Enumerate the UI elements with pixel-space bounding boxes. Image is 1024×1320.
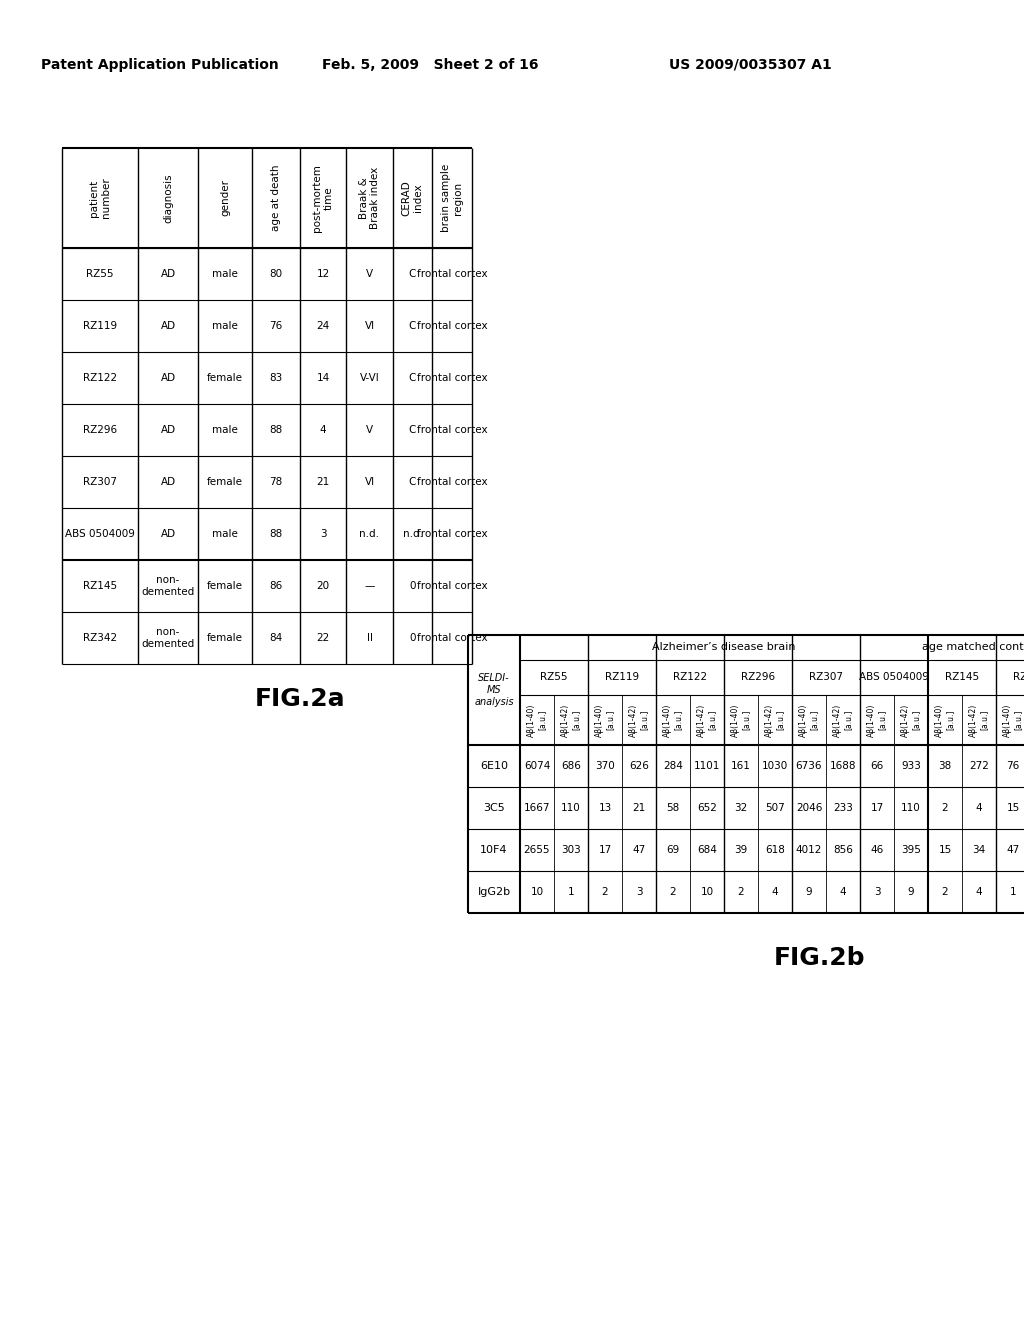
Text: Aβ(1-40)
[a.u.]: Aβ(1-40) [a.u.] <box>731 704 751 737</box>
Text: brain sample
region: brain sample region <box>441 164 463 232</box>
Text: 86: 86 <box>269 581 283 591</box>
Text: 10: 10 <box>530 887 544 898</box>
Text: 39: 39 <box>734 845 748 855</box>
Text: 14: 14 <box>316 374 330 383</box>
Text: male: male <box>212 529 238 539</box>
Text: 88: 88 <box>269 425 283 436</box>
Text: 2: 2 <box>942 803 948 813</box>
Text: 15: 15 <box>938 845 951 855</box>
Text: gender: gender <box>220 180 230 216</box>
Text: RZ342: RZ342 <box>1013 672 1024 682</box>
Text: 80: 80 <box>269 269 283 279</box>
Text: patient
number: patient number <box>89 178 111 218</box>
Text: RZ122: RZ122 <box>673 672 707 682</box>
Text: diagnosis: diagnosis <box>163 173 173 223</box>
Text: Aβ(1-40)
[a.u.]: Aβ(1-40) [a.u.] <box>800 704 819 737</box>
Text: frontal cortex: frontal cortex <box>417 477 487 487</box>
Text: female: female <box>207 581 243 591</box>
Text: non-
demented: non- demented <box>141 627 195 649</box>
Text: 2: 2 <box>737 887 744 898</box>
Text: non-
demented: non- demented <box>141 576 195 597</box>
Text: 83: 83 <box>269 374 283 383</box>
Text: 1030: 1030 <box>762 762 788 771</box>
Text: 21: 21 <box>633 803 645 813</box>
Text: Aβ(1-42)
[a.u.]: Aβ(1-42) [a.u.] <box>834 704 853 737</box>
Text: 84: 84 <box>269 634 283 643</box>
Text: 17: 17 <box>870 803 884 813</box>
Text: RZ342: RZ342 <box>83 634 117 643</box>
Text: 652: 652 <box>697 803 717 813</box>
Text: 0: 0 <box>410 634 416 643</box>
Text: RZ119: RZ119 <box>605 672 639 682</box>
Text: 0: 0 <box>410 581 416 591</box>
Text: Braak &
Braak index: Braak & Braak index <box>358 166 380 230</box>
Text: 3: 3 <box>636 887 642 898</box>
Text: 2: 2 <box>670 887 676 898</box>
Text: RZ122: RZ122 <box>83 374 117 383</box>
Text: 10: 10 <box>700 887 714 898</box>
Text: C: C <box>409 425 416 436</box>
Text: 76: 76 <box>269 321 283 331</box>
Text: US 2009/0035307 A1: US 2009/0035307 A1 <box>669 58 831 73</box>
Text: 6074: 6074 <box>524 762 550 771</box>
Text: V-VI: V-VI <box>359 374 379 383</box>
Text: Aβ(1-40)
[a.u.]: Aβ(1-40) [a.u.] <box>527 704 547 737</box>
Text: RZ307: RZ307 <box>809 672 843 682</box>
Text: 4: 4 <box>976 887 982 898</box>
Text: CERAD
index: CERAD index <box>401 180 423 216</box>
Text: AD: AD <box>161 374 175 383</box>
Text: ABS 0504009: ABS 0504009 <box>859 672 929 682</box>
Text: VI: VI <box>365 477 375 487</box>
Text: 686: 686 <box>561 762 581 771</box>
Text: Aβ(1-42)
[a.u.]: Aβ(1-42) [a.u.] <box>697 704 717 737</box>
Text: 46: 46 <box>870 845 884 855</box>
Text: frontal cortex: frontal cortex <box>417 321 487 331</box>
Text: 15: 15 <box>1007 803 1020 813</box>
Text: 47: 47 <box>1007 845 1020 855</box>
Text: Alzheimer’s disease brain: Alzheimer’s disease brain <box>652 643 796 652</box>
Text: V: V <box>366 425 373 436</box>
Text: RZ55: RZ55 <box>541 672 567 682</box>
Text: frontal cortex: frontal cortex <box>417 374 487 383</box>
Text: RZ55: RZ55 <box>86 269 114 279</box>
Text: C: C <box>409 477 416 487</box>
Text: —: — <box>365 581 375 591</box>
Text: 88: 88 <box>269 529 283 539</box>
Text: 933: 933 <box>901 762 921 771</box>
Text: 12: 12 <box>316 269 330 279</box>
Text: 1: 1 <box>1010 887 1016 898</box>
Text: 1: 1 <box>567 887 574 898</box>
Text: 21: 21 <box>316 477 330 487</box>
Text: 4012: 4012 <box>796 845 822 855</box>
Text: 24: 24 <box>316 321 330 331</box>
Text: RZ119: RZ119 <box>83 321 117 331</box>
Text: 4: 4 <box>319 425 327 436</box>
Text: 78: 78 <box>269 477 283 487</box>
Text: age at death: age at death <box>271 165 281 231</box>
Text: 2655: 2655 <box>523 845 550 855</box>
Text: female: female <box>207 374 243 383</box>
Text: male: male <box>212 425 238 436</box>
Text: 13: 13 <box>598 803 611 813</box>
Text: AD: AD <box>161 425 175 436</box>
Text: IgG2b: IgG2b <box>477 887 511 898</box>
Text: 34: 34 <box>973 845 986 855</box>
Text: Feb. 5, 2009   Sheet 2 of 16: Feb. 5, 2009 Sheet 2 of 16 <box>322 58 539 73</box>
Text: 17: 17 <box>598 845 611 855</box>
Text: II: II <box>367 634 373 643</box>
Text: C: C <box>409 374 416 383</box>
Text: RZ307: RZ307 <box>83 477 117 487</box>
Text: 1667: 1667 <box>523 803 550 813</box>
Text: 47: 47 <box>633 845 645 855</box>
Text: 9: 9 <box>806 887 812 898</box>
Text: 1101: 1101 <box>694 762 720 771</box>
Text: Aβ(1-40)
[a.u.]: Aβ(1-40) [a.u.] <box>595 704 614 737</box>
Text: Aβ(1-40)
[a.u.]: Aβ(1-40) [a.u.] <box>664 704 683 737</box>
Text: 58: 58 <box>667 803 680 813</box>
Text: 4: 4 <box>772 887 778 898</box>
Text: 303: 303 <box>561 845 581 855</box>
Text: 10F4: 10F4 <box>480 845 508 855</box>
Text: female: female <box>207 634 243 643</box>
Text: 2: 2 <box>942 887 948 898</box>
Text: RZ145: RZ145 <box>83 581 117 591</box>
